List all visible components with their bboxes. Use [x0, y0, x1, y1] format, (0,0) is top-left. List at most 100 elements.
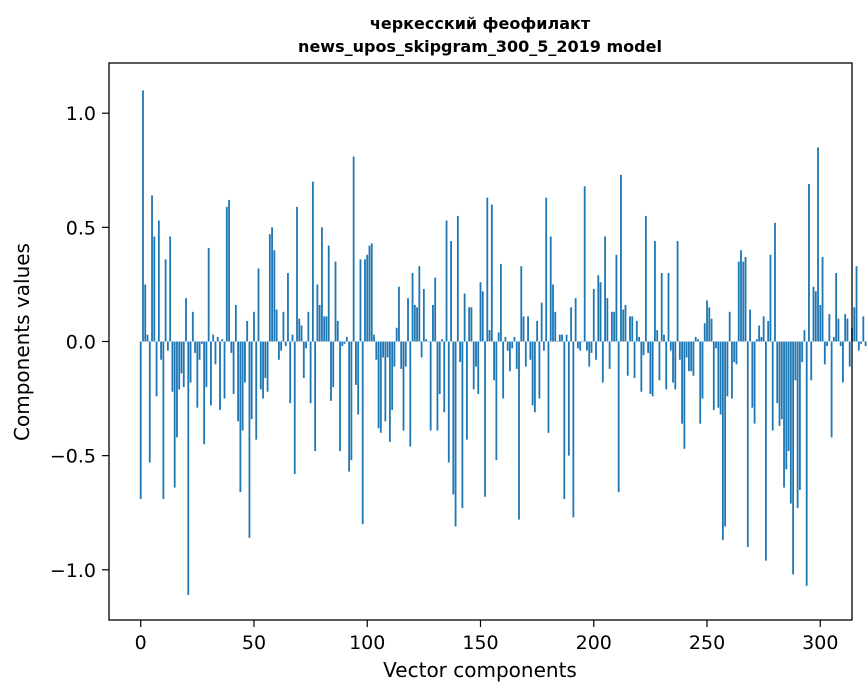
bar-component-16 [176, 341, 178, 438]
bar-component-27 [200, 341, 203, 344]
bar-component-66 [289, 341, 292, 404]
chart-title-line-1: черкесский феофилакт [370, 14, 591, 33]
x-tick-label: 0 [135, 632, 147, 654]
bar-component-51 [255, 341, 258, 440]
bar-component-192 [574, 298, 577, 342]
bar-component-257 [721, 341, 724, 541]
bar-component-125 [422, 289, 425, 342]
bar-component-245 [694, 336, 697, 342]
bar-component-287 [789, 341, 792, 504]
bar-component-207 [608, 341, 611, 369]
bar-component-18 [180, 341, 183, 374]
bar-component-42 [234, 304, 237, 342]
bar-component-80 [321, 227, 323, 342]
bar-component-9 [160, 341, 162, 360]
bar-component-91 [345, 336, 348, 342]
bar-component-275 [762, 316, 765, 342]
bar-component-249 [703, 323, 706, 342]
bar-component-87 [336, 320, 339, 342]
bar-component-4 [148, 341, 151, 463]
bar-component-153 [486, 197, 489, 342]
bar-component-186 [561, 334, 563, 342]
bar-component-253 [712, 341, 715, 410]
bar-component-160 [502, 341, 505, 399]
bar-component-302 [823, 341, 826, 365]
bar-component-163 [509, 341, 511, 372]
bar-component-8 [157, 220, 160, 342]
bar-component-60 [275, 309, 278, 342]
bar-component-283 [780, 341, 783, 420]
bar-component-107 [382, 341, 384, 358]
bar-component-158 [497, 332, 500, 342]
bar-component-77 [314, 341, 317, 452]
bar-component-213 [622, 309, 625, 342]
bar-component-157 [495, 341, 498, 461]
bar-component-193 [577, 341, 579, 349]
bar-component-32 [212, 334, 215, 342]
bar-component-65 [287, 273, 289, 342]
bar-component-319 [862, 316, 865, 342]
bar-component-31 [210, 341, 212, 406]
bar-component-208 [610, 311, 613, 342]
bar-component-230 [660, 273, 663, 342]
bar-component-19 [182, 341, 185, 388]
bar-component-224 [647, 341, 650, 353]
bar-component-206 [606, 298, 609, 342]
bar-component-261 [731, 341, 733, 399]
bar-component-273 [758, 325, 761, 342]
bar-component-218 [633, 341, 636, 379]
bar-component-34 [216, 336, 219, 342]
bar-component-85 [332, 341, 335, 388]
bar-component-143 [463, 293, 466, 342]
bars-group [139, 90, 867, 595]
bar-component-162 [506, 341, 509, 351]
bar-component-13 [169, 236, 172, 342]
bar-component-260 [728, 311, 731, 342]
bar-component-79 [318, 304, 321, 342]
bar-component-166 [515, 341, 518, 369]
bar-component-99 [364, 259, 366, 342]
bar-component-104 [375, 341, 378, 360]
bar-component-294 [805, 341, 808, 586]
bar-component-263 [735, 341, 738, 365]
bar-component-73 [305, 341, 307, 349]
bar-component-130 [434, 277, 437, 342]
bar-component-37 [223, 341, 226, 399]
bar-component-11 [164, 259, 167, 342]
bar-component-55 [264, 341, 267, 379]
bar-component-100 [366, 254, 369, 342]
bar-component-281 [776, 341, 779, 404]
bar-component-205 [604, 236, 606, 342]
bar-component-88 [339, 341, 341, 452]
bar-component-123 [418, 266, 421, 342]
bar-component-126 [425, 339, 428, 342]
bar-component-58 [271, 227, 273, 342]
bar-component-0 [139, 341, 142, 500]
bar-component-81 [323, 316, 326, 342]
bar-component-300 [819, 304, 822, 342]
bar-component-226 [651, 341, 654, 397]
bar-component-270 [751, 341, 754, 408]
bar-component-217 [631, 316, 634, 342]
bar-component-45 [241, 341, 244, 431]
bar-component-266 [742, 261, 745, 342]
bar-component-111 [391, 341, 394, 410]
bar-component-177 [540, 302, 543, 342]
bar-component-47 [246, 320, 249, 342]
bar-component-36 [221, 339, 224, 342]
bar-component-178 [543, 341, 545, 351]
y-tick-label: 0.5 [66, 217, 96, 239]
bar-component-187 [563, 341, 566, 500]
bar-component-223 [644, 215, 647, 342]
bar-component-146 [470, 307, 473, 342]
bar-component-6 [153, 236, 156, 342]
bar-component-53 [259, 341, 262, 390]
bar-component-298 [814, 291, 817, 342]
bar-component-291 [798, 341, 801, 490]
bar-component-251 [708, 307, 711, 342]
bar-component-269 [749, 309, 751, 342]
bar-component-22 [189, 341, 192, 383]
bar-component-76 [311, 181, 314, 342]
bar-component-181 [549, 236, 552, 342]
bar-component-103 [373, 334, 375, 342]
